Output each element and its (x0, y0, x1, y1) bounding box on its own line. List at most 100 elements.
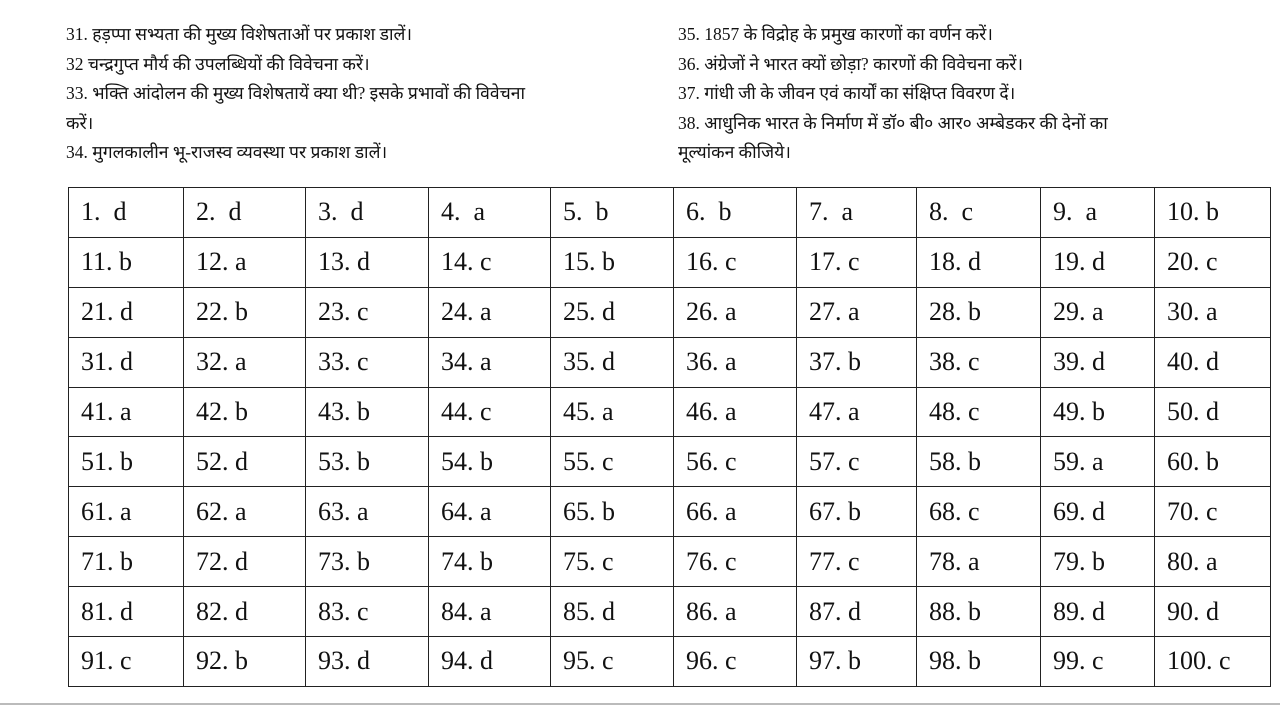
answer-cell: 10. b (1154, 187, 1271, 238)
answer-cell: 1. d (68, 187, 184, 238)
question-38: 38. आधुनिक भारत के निर्माण में डॉ० बी० आ… (678, 112, 1108, 133)
answer-cell: 93. d (305, 636, 429, 687)
answer-cell: 27. a (796, 286, 917, 338)
answer-cell: 83. c (305, 586, 429, 638)
answer-cell: 43. b (305, 386, 429, 438)
answer-cell: 69. d (1040, 486, 1155, 538)
answer-cell: 15. b (550, 236, 674, 288)
page-bottom-divider (0, 703, 1280, 705)
answer-cell: 34. a (428, 336, 551, 388)
answer-cell: 45. a (550, 386, 674, 438)
answer-cell: 48. c (916, 386, 1041, 438)
table-row: 21. d 22. b 23. c 24. a 25. d 26. a 27. a 28. b… (68, 286, 1271, 338)
answer-cell: 78. a (916, 536, 1041, 588)
answer-cell: 8. c (916, 187, 1041, 238)
answer-cell: 73. b (305, 536, 429, 588)
answer-cell: 31. d (68, 336, 184, 388)
answer-cell: 82. d (183, 586, 306, 638)
answer-cell: 96. c (673, 636, 797, 687)
answer-cell: 17. c (796, 236, 917, 288)
answer-cell: 4. a (428, 187, 551, 238)
answer-cell: 94. d (428, 636, 551, 687)
answer-cell: 9. a (1040, 187, 1155, 238)
answer-key-table: 1. d 2. d 3. d 4. a 5. b 6. b 7. a 8. c 9. a 10. … (68, 187, 1271, 687)
answer-cell: 97. b (796, 636, 917, 687)
table-row: 11. b 12. a 13. d 14. c 15. b 16. c 17. c 18. d… (68, 236, 1271, 288)
answer-cell: 100. c (1154, 636, 1271, 687)
answer-cell: 7. a (796, 187, 917, 238)
answer-cell: 65. b (550, 486, 674, 538)
answer-cell: 21. d (68, 286, 184, 338)
answer-cell: 86. a (673, 586, 797, 638)
question-31: 31. हड़प्पा सभ्यता की मुख्य विशेषताओं पर… (66, 24, 412, 44)
answer-cell: 84. a (428, 586, 551, 638)
answer-cell: 50. d (1154, 386, 1271, 438)
answer-cell: 74. b (428, 536, 551, 588)
answer-cell: 61. a (68, 486, 184, 538)
answer-cell: 57. c (796, 436, 917, 488)
answer-cell: 59. a (1040, 436, 1155, 488)
answer-cell: 95. c (550, 636, 674, 687)
answer-cell: 47. a (796, 386, 917, 438)
answer-cell: 41. a (68, 386, 184, 438)
answer-cell: 71. b (68, 536, 184, 588)
question-33: 33. भक्ति आंदोलन की मुख्य विशेषतायें क्य… (66, 83, 526, 103)
question-33-continued: करें। (66, 112, 94, 133)
answer-cell: 64. a (428, 486, 551, 538)
answer-cell: 99. c (1040, 636, 1155, 687)
answer-cell: 46. a (673, 386, 797, 438)
answer-cell: 76. c (673, 536, 797, 588)
answer-cell: 32. a (183, 336, 306, 388)
answer-cell: 12. a (183, 236, 306, 288)
answer-cell: 28. b (916, 286, 1041, 338)
questions-right-column: 35. 1857 के विद्रोह के प्रमुख कारणों का … (678, 20, 1238, 168)
answer-cell: 87. d (796, 586, 917, 638)
answer-cell: 2. d (183, 187, 306, 238)
answer-cell: 98. b (916, 636, 1041, 687)
answer-cell: 68. c (916, 486, 1041, 538)
answer-cell: 36. a (673, 336, 797, 388)
answer-cell: 42. b (183, 386, 306, 438)
question-38-continued: मूल्यांकन कीजिये। (678, 142, 791, 162)
table-row: 31. d 32. a 33. c 34. a 35. d 36. a 37. b 38. c… (68, 336, 1271, 388)
answer-cell: 35. d (550, 336, 674, 388)
answer-cell: 30. a (1154, 286, 1271, 338)
answer-cell: 75. c (550, 536, 674, 588)
answer-cell: 3. d (305, 187, 429, 238)
answer-cell: 80. a (1154, 536, 1271, 588)
question-37: 37. गांधी जी के जीवन एवं कार्यों का संक्… (678, 83, 1016, 103)
table-row: 81. d 82. d 83. c 84. a 85. d 86. a 87. d 88. b… (68, 586, 1271, 638)
answer-cell: 6. b (673, 187, 797, 238)
answer-cell: 40. d (1154, 336, 1271, 388)
table-row: 91. c 92. b 93. d 94. d 95. c 96. c 97. b 98. b… (68, 636, 1271, 687)
table-row: 71. b 72. d 73. b 74. b 75. c 76. c 77. c 78. a… (68, 536, 1271, 588)
answer-cell: 14. c (428, 236, 551, 288)
question-35: 35. 1857 के विद्रोह के प्रमुख कारणों का … (678, 24, 993, 44)
answer-cell: 25. d (550, 286, 674, 338)
answer-cell: 89. d (1040, 586, 1155, 638)
answer-cell: 79. b (1040, 536, 1155, 588)
answer-cell: 77. c (796, 536, 917, 588)
answer-cell: 38. c (916, 336, 1041, 388)
questions-left-column: 31. हड़प्पा सभ्यता की मुख्य विशेषताओं पर… (66, 20, 626, 168)
answer-cell: 29. a (1040, 286, 1155, 338)
answer-cell: 90. d (1154, 586, 1271, 638)
answer-cell: 22. b (183, 286, 306, 338)
answer-cell: 44. c (428, 386, 551, 438)
answer-cell: 52. d (183, 436, 306, 488)
answer-cell: 58. b (916, 436, 1041, 488)
answer-cell: 60. b (1154, 436, 1271, 488)
question-34: 34. मुगलकालीन भू-राजस्व व्यवस्था पर प्रक… (66, 142, 388, 162)
table-row: 51. b 52. d 53. b 54. b 55. c 56. c 57. c 58. b… (68, 436, 1271, 488)
answer-cell: 53. b (305, 436, 429, 488)
answer-cell: 54. b (428, 436, 551, 488)
answer-cell: 5. b (550, 187, 674, 238)
answer-cell: 88. b (916, 586, 1041, 638)
question-32: 32 चन्द्रगुप्त मौर्य की उपलब्धियों की वि… (66, 53, 370, 74)
answer-cell: 49. b (1040, 386, 1155, 438)
table-row: 41. a 42. b 43. b 44. c 45. a 46. a 47. a 48. c… (68, 386, 1271, 438)
answer-cell: 92. b (183, 636, 306, 687)
answer-cell: 85. d (550, 586, 674, 638)
answer-cell: 37. b (796, 336, 917, 388)
table-row: 1. d 2. d 3. d 4. a 5. b 6. b 7. a 8. c 9. a 10. … (68, 187, 1271, 238)
